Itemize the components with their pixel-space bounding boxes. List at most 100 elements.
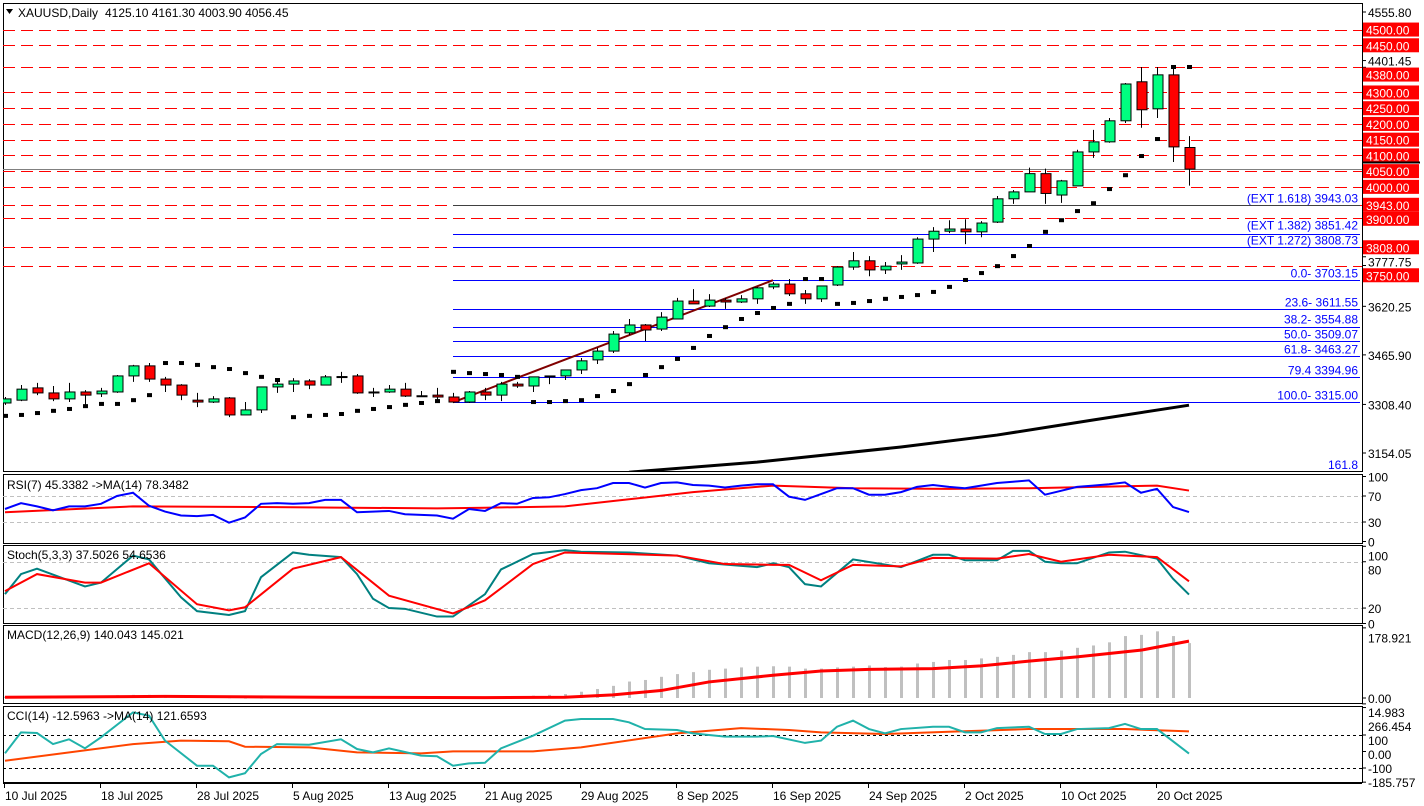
dropdown-triangle-icon[interactable] (6, 9, 13, 14)
date-label: 13 Aug 2025 (389, 789, 457, 803)
candle[interactable] (144, 363, 156, 382)
candle[interactable] (32, 382, 44, 396)
candle[interactable] (624, 318, 636, 336)
candle[interactable] (368, 387, 380, 398)
candle[interactable] (656, 312, 668, 331)
candle[interactable] (592, 347, 604, 364)
candle[interactable] (304, 379, 316, 390)
candle[interactable] (48, 385, 60, 402)
candle[interactable] (160, 376, 172, 392)
candle[interactable] (256, 386, 268, 414)
candle[interactable] (960, 219, 972, 245)
candle[interactable] (1008, 190, 1020, 204)
candle[interactable] (1184, 136, 1196, 186)
candle[interactable] (528, 376, 540, 392)
candle[interactable] (384, 385, 396, 393)
candle[interactable] (1104, 117, 1116, 143)
rsi-pane[interactable]: RSI(7) 45.3382 ->MA(14) 78.3482 (3, 478, 1362, 524)
candle[interactable] (352, 374, 364, 394)
level-price-label: 4200.00 (1366, 118, 1410, 132)
candle[interactable] (976, 221, 988, 238)
candle[interactable] (800, 290, 812, 304)
candle[interactable] (544, 375, 556, 385)
candle[interactable] (832, 266, 844, 286)
pane-border (3, 625, 1363, 704)
candle[interactable] (1152, 66, 1164, 118)
candle[interactable] (688, 289, 700, 305)
candle[interactable] (1088, 129, 1100, 158)
candle[interactable] (192, 392, 204, 408)
candle[interactable] (896, 255, 908, 270)
candle[interactable] (928, 227, 940, 252)
candle-body (928, 230, 940, 240)
candle[interactable] (224, 397, 236, 418)
candle[interactable] (336, 371, 348, 383)
candle[interactable] (64, 382, 76, 403)
parabolic-sar-dot (915, 293, 920, 298)
candle[interactable] (992, 195, 1004, 224)
candle[interactable] (128, 364, 140, 382)
candle[interactable] (1024, 167, 1036, 193)
candle[interactable] (704, 294, 716, 308)
candle[interactable] (816, 285, 828, 302)
candle[interactable] (240, 402, 252, 416)
parabolic-sar-dot (659, 365, 664, 370)
candle[interactable] (448, 392, 460, 403)
candle[interactable] (512, 381, 524, 388)
stoch-pane[interactable]: Stoch(5,3,3) 37.5026 54.6536 (3, 548, 1362, 618)
candle[interactable] (752, 286, 764, 304)
candle[interactable] (112, 374, 124, 393)
candle[interactable] (720, 297, 732, 309)
level-price-tag (1363, 179, 1419, 194)
candle[interactable] (1136, 66, 1148, 128)
candle[interactable] (1120, 83, 1132, 123)
candle[interactable] (672, 297, 684, 320)
candle-body (624, 324, 636, 334)
candle-body (944, 228, 956, 232)
candle[interactable] (880, 262, 892, 274)
candle[interactable] (848, 251, 860, 270)
macd-pane[interactable]: MACD(12,26,9) 140.043 145.021 (4, 628, 1191, 700)
candle[interactable] (432, 387, 444, 401)
candle[interactable] (1168, 66, 1180, 163)
candle[interactable] (320, 374, 332, 386)
candle[interactable] (400, 382, 412, 398)
candle[interactable] (1072, 149, 1084, 187)
candle[interactable] (608, 330, 620, 353)
candle-body (672, 300, 684, 320)
macd-histogram-bar (1044, 652, 1047, 698)
parabolic-sar-dot (979, 271, 984, 276)
candle[interactable] (208, 396, 220, 403)
candle[interactable] (912, 237, 924, 264)
candle[interactable] (864, 256, 876, 277)
candle-body (48, 392, 60, 400)
candle[interactable] (416, 391, 428, 398)
macd-histogram-bar (1092, 645, 1095, 698)
time-axis[interactable]: 10 Jul 2025 18 Jul 2025 28 Jul 2025 5 Aug 2… (4, 783, 1223, 803)
main-pane[interactable] (1, 30, 1362, 479)
main-pane-labels: 161.8 100.0- 3315.00 79.4 3394.96 61.8- 346… (1247, 192, 1359, 473)
parabolic-sar-dot (1139, 154, 1144, 159)
candle[interactable] (464, 391, 476, 403)
cci-pane[interactable]: CCI(14) -12.5963 ->MA(14) 121.6593 (3, 709, 1362, 779)
candle[interactable] (784, 279, 796, 297)
candle[interactable] (1, 397, 12, 405)
candle-body (1040, 173, 1052, 194)
candle[interactable] (640, 324, 652, 342)
candle[interactable] (736, 295, 748, 303)
candle[interactable] (480, 387, 492, 401)
candle[interactable] (96, 387, 108, 398)
candle[interactable] (1040, 168, 1052, 204)
candle[interactable] (176, 384, 188, 401)
candle[interactable] (768, 282, 780, 290)
candle[interactable] (496, 381, 508, 402)
candle[interactable] (944, 220, 956, 234)
indicator-tick-label: 70 (1368, 490, 1382, 504)
candle[interactable] (560, 369, 572, 381)
candle[interactable] (288, 378, 300, 392)
candle[interactable] (576, 357, 588, 375)
candle[interactable] (1056, 179, 1068, 203)
candle[interactable] (16, 385, 28, 402)
